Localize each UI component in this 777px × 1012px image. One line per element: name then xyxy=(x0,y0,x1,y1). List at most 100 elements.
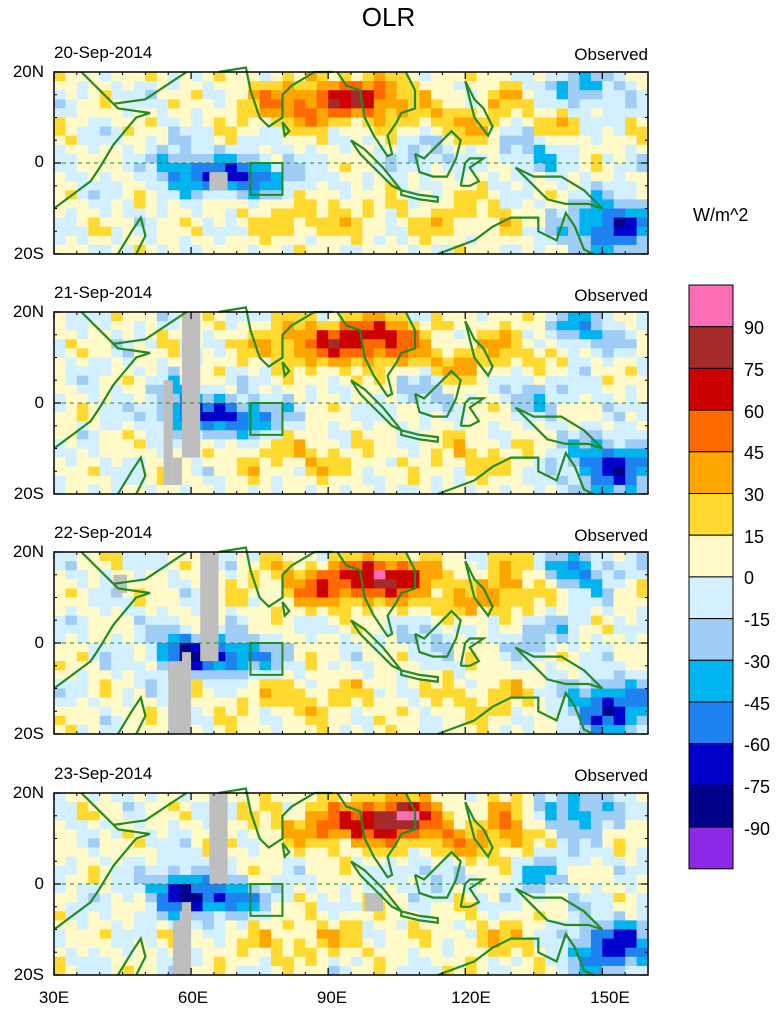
olr-cell xyxy=(488,466,500,477)
olr-cell xyxy=(282,874,295,885)
olr-cell xyxy=(248,208,260,218)
olr-cell xyxy=(465,457,477,468)
olr-cell xyxy=(590,902,603,912)
olr-cell xyxy=(613,457,626,468)
olr-cell xyxy=(328,144,340,155)
olr-cell xyxy=(579,688,592,698)
olr-cell xyxy=(145,72,158,82)
olr-cell xyxy=(408,597,420,607)
olr-cell xyxy=(488,135,500,146)
olr-cell xyxy=(351,393,363,404)
olr-cell xyxy=(259,624,272,635)
olr-cell xyxy=(613,920,626,930)
olr-cell xyxy=(476,375,489,386)
olr-cell xyxy=(636,697,649,708)
olr-cell xyxy=(431,99,443,109)
olr-cell xyxy=(122,920,135,930)
olr-cell xyxy=(625,135,637,146)
olr-cell xyxy=(602,412,615,422)
olr-cell xyxy=(236,811,249,821)
olr-cell xyxy=(202,330,215,340)
olr-cell xyxy=(442,172,455,182)
olr-cell xyxy=(259,856,272,867)
olr-cell xyxy=(293,403,306,413)
olr-cell xyxy=(305,181,318,191)
olr-cell xyxy=(602,126,615,137)
olr-cell xyxy=(225,706,238,717)
olr-cell xyxy=(54,484,66,495)
olr-cell xyxy=(259,199,272,209)
olr-cell xyxy=(351,920,363,930)
olr-cell xyxy=(65,588,78,598)
olr-cell xyxy=(282,357,295,367)
chart-title: OLR xyxy=(361,2,416,32)
olr-cell xyxy=(213,72,226,82)
olr-cell xyxy=(168,90,180,100)
olr-cell xyxy=(88,357,101,367)
olr-cell xyxy=(442,430,455,440)
olr-cell xyxy=(111,484,123,495)
olr-cell xyxy=(499,838,512,848)
olr-cell xyxy=(442,633,455,644)
olr-cell xyxy=(351,956,363,967)
olr-cell xyxy=(259,403,272,413)
olr-cell xyxy=(316,312,329,322)
olr-cell xyxy=(339,724,352,735)
olr-cell xyxy=(122,484,135,495)
olr-cell xyxy=(236,348,249,358)
olr-cell xyxy=(499,588,512,598)
olr-cell xyxy=(625,321,637,331)
olr-cell xyxy=(465,706,477,717)
olr-cell xyxy=(259,884,272,894)
olr-cell xyxy=(419,820,432,830)
olr-cell xyxy=(54,321,66,331)
olr-cell xyxy=(590,375,603,386)
olr-cell xyxy=(316,357,329,367)
olr-cell xyxy=(510,181,523,191)
olr-cell xyxy=(328,811,340,821)
olr-cell xyxy=(568,865,580,876)
olr-cell xyxy=(442,375,455,386)
olr-cell xyxy=(316,457,329,468)
olr-cell xyxy=(625,484,637,495)
olr-cell xyxy=(476,439,489,449)
olr-cell xyxy=(625,312,637,322)
olr-cell xyxy=(122,706,135,717)
olr-cell xyxy=(602,588,615,598)
olr-cell xyxy=(236,679,249,689)
olr-cell xyxy=(556,135,569,146)
olr-cell xyxy=(476,579,489,589)
olr-cell xyxy=(54,829,66,839)
olr-cell xyxy=(625,865,637,876)
olr-cell xyxy=(362,144,375,155)
olr-cell xyxy=(533,929,546,939)
olr-cell xyxy=(510,652,523,662)
olr-cell xyxy=(636,144,649,155)
olr-cell xyxy=(225,838,238,848)
olr-cell xyxy=(271,135,283,146)
olr-cell xyxy=(488,439,500,449)
olr-cell xyxy=(488,430,500,440)
olr-cell xyxy=(431,348,443,358)
olr-cell xyxy=(339,99,352,109)
olr-cell xyxy=(590,624,603,635)
olr-cell xyxy=(134,552,146,562)
olr-cell xyxy=(65,412,78,422)
olr-cell xyxy=(248,938,260,949)
olr-cell xyxy=(408,911,420,921)
olr-cell xyxy=(568,597,580,607)
olr-cell xyxy=(465,412,477,422)
olr-cell xyxy=(556,552,569,562)
olr-cell xyxy=(156,938,169,949)
olr-cell xyxy=(293,412,306,422)
olr-cell xyxy=(510,570,523,580)
olr-cell xyxy=(236,706,249,717)
olr-cell xyxy=(134,163,146,173)
olr-cell xyxy=(453,126,466,137)
olr-cell xyxy=(122,172,135,182)
coastline xyxy=(350,619,403,672)
olr-cell xyxy=(328,163,340,173)
olr-cell xyxy=(488,99,500,109)
olr-cell xyxy=(156,217,169,228)
olr-cell xyxy=(613,570,626,580)
